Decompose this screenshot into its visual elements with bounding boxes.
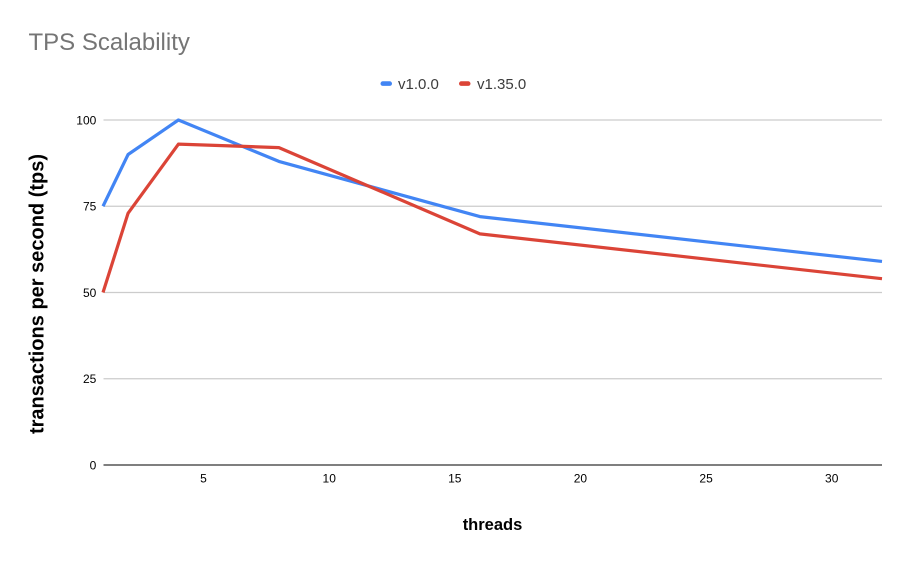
svg-text:50: 50 bbox=[83, 286, 97, 300]
svg-text:15: 15 bbox=[448, 472, 462, 486]
svg-text:transactions per second (tps): transactions per second (tps) bbox=[27, 154, 49, 434]
svg-text:25: 25 bbox=[83, 372, 97, 386]
svg-text:20: 20 bbox=[574, 472, 588, 486]
svg-text:25: 25 bbox=[699, 472, 713, 486]
svg-text:TPS Scalability: TPS Scalability bbox=[29, 29, 190, 56]
svg-text:5: 5 bbox=[200, 472, 207, 486]
svg-text:30: 30 bbox=[825, 472, 839, 486]
svg-text:10: 10 bbox=[323, 472, 337, 486]
svg-text:100: 100 bbox=[76, 113, 96, 127]
svg-text:0: 0 bbox=[90, 458, 97, 472]
svg-text:v1.35.0: v1.35.0 bbox=[477, 76, 526, 93]
svg-text:threads: threads bbox=[463, 516, 523, 534]
svg-text:v1.0.0: v1.0.0 bbox=[398, 76, 439, 93]
svg-text:75: 75 bbox=[83, 200, 97, 214]
